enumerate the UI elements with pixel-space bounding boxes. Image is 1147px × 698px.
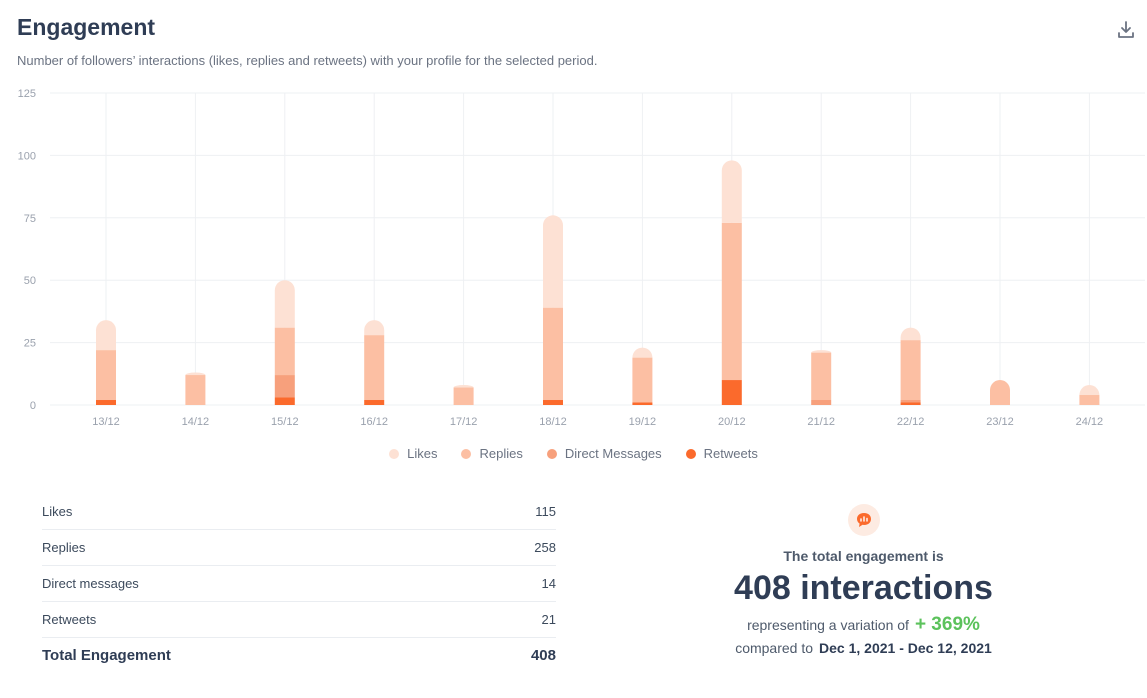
bar-likes [900, 327, 921, 341]
summary-lead: The total engagement is [783, 548, 944, 564]
legend-swatch [461, 448, 472, 459]
total-label: Total Engagement [42, 647, 171, 664]
bar-replies [274, 327, 295, 376]
bar-replies [1079, 395, 1100, 405]
table-row: Retweets 21 [42, 602, 556, 638]
row-label: Likes [42, 504, 73, 519]
row-label: Direct messages [42, 576, 139, 591]
variation-value: + 369% [914, 614, 980, 635]
engagement-chart: 0 25 50 75 100 125 13/12 14/12 15/12 16/12 17/12 18… [18, 88, 1145, 428]
bar-replies [721, 222, 742, 381]
total-row: Total Engagement 408 [42, 638, 556, 673]
bar-retweets [364, 400, 385, 405]
row-value: 115 [535, 504, 556, 519]
bar-retweets [96, 400, 116, 405]
x-tick-label: 23/12 [986, 416, 1014, 428]
bar-likes [543, 215, 563, 308]
bar-replies [364, 335, 385, 401]
bar-replies [96, 350, 116, 401]
bar-likes [96, 320, 116, 351]
x-tick-label: 16/12 [360, 416, 388, 428]
bar-likes [364, 320, 385, 336]
bar-replies [811, 352, 832, 401]
bar-direct-messages [274, 375, 295, 398]
x-tick-label: 14/12 [182, 416, 210, 428]
x-tick-label: 19/12 [629, 416, 657, 428]
legend-label: Likes [407, 446, 438, 461]
x-tick-label: 24/12 [1076, 416, 1104, 428]
chat-bubble-chart-icon [847, 504, 880, 536]
bar-replies [543, 307, 563, 401]
variation-prefix: representing a variation of [747, 617, 909, 633]
comparison-line: compared to Dec 1, 2021 - Dec 12, 2021 [580, 640, 1147, 656]
legend-swatch [685, 448, 696, 459]
chart-legend: Likes Replies Direct Messages Retweets [0, 446, 1147, 461]
legend-label: Replies [479, 446, 523, 461]
legend-item[interactable]: Direct Messages [546, 446, 662, 461]
y-tick-label: 50 [24, 275, 36, 287]
legend-label: Retweets [703, 446, 758, 461]
bar-direct-messages [811, 400, 832, 405]
table-row: Likes 115 [42, 494, 556, 530]
x-tick-label: 15/12 [271, 416, 299, 428]
bar-retweets [900, 402, 921, 405]
bar-likes [632, 347, 653, 358]
total-value: 408 [530, 647, 556, 664]
row-value: 258 [534, 540, 556, 555]
legend-label: Direct Messages [564, 446, 662, 461]
compared-prefix: compared to [735, 640, 814, 656]
bar-likes [811, 350, 832, 353]
table-row: Replies 258 [42, 530, 556, 566]
bar-likes [1079, 385, 1100, 396]
y-tick-label: 125 [18, 88, 36, 100]
row-label: Retweets [42, 612, 97, 627]
row-label: Replies [42, 540, 86, 555]
x-tick-label: 20/12 [718, 416, 746, 428]
bar-direct-messages [900, 400, 921, 403]
legend-item[interactable]: Replies [461, 446, 523, 461]
bar-replies [632, 357, 653, 403]
row-value: 14 [541, 576, 556, 591]
x-tick-label: 18/12 [539, 416, 567, 428]
x-tick-label: 13/12 [92, 416, 120, 428]
compared-period: Dec 1, 2021 - Dec 12, 2021 [819, 640, 992, 656]
bar-replies [453, 387, 474, 405]
row-value: 21 [541, 612, 556, 627]
bar-replies [900, 340, 921, 401]
x-tick-label: 17/12 [450, 416, 478, 428]
bar-retweets [632, 402, 653, 405]
engagement-summary: The total engagement is 408 interactions… [580, 504, 1147, 656]
bar-retweets [721, 380, 742, 405]
download-icon[interactable] [1114, 18, 1138, 42]
legend-swatch [389, 448, 400, 459]
bar-likes [185, 372, 206, 376]
bar-retweets [543, 400, 563, 405]
y-tick-label: 100 [18, 150, 36, 162]
bar-likes [721, 160, 742, 223]
bar-likes [274, 280, 295, 328]
y-tick-label: 25 [24, 338, 36, 350]
summary-total: 408 interactions [734, 569, 993, 607]
legend-swatch [546, 448, 557, 459]
bar-likes [453, 385, 474, 388]
variation-line: representing a variation of + 369% [580, 614, 1147, 636]
y-tick-label: 0 [30, 400, 36, 412]
bar-retweets [274, 397, 295, 405]
bar-replies [185, 375, 206, 405]
page-title: Engagement [17, 14, 156, 40]
table-row: Direct messages 14 [42, 566, 556, 602]
legend-item[interactable]: Retweets [685, 446, 758, 461]
totals-table: Likes 115 Replies 258 Direct messages 14… [42, 494, 556, 673]
x-tick-label: 21/12 [807, 416, 835, 428]
legend-item[interactable]: Likes [389, 446, 437, 461]
y-tick-label: 75 [24, 213, 36, 225]
x-tick-label: 22/12 [897, 416, 925, 428]
page-subtitle: Number of followers’ interactions (likes… [17, 53, 598, 68]
bar-replies [990, 380, 1010, 405]
